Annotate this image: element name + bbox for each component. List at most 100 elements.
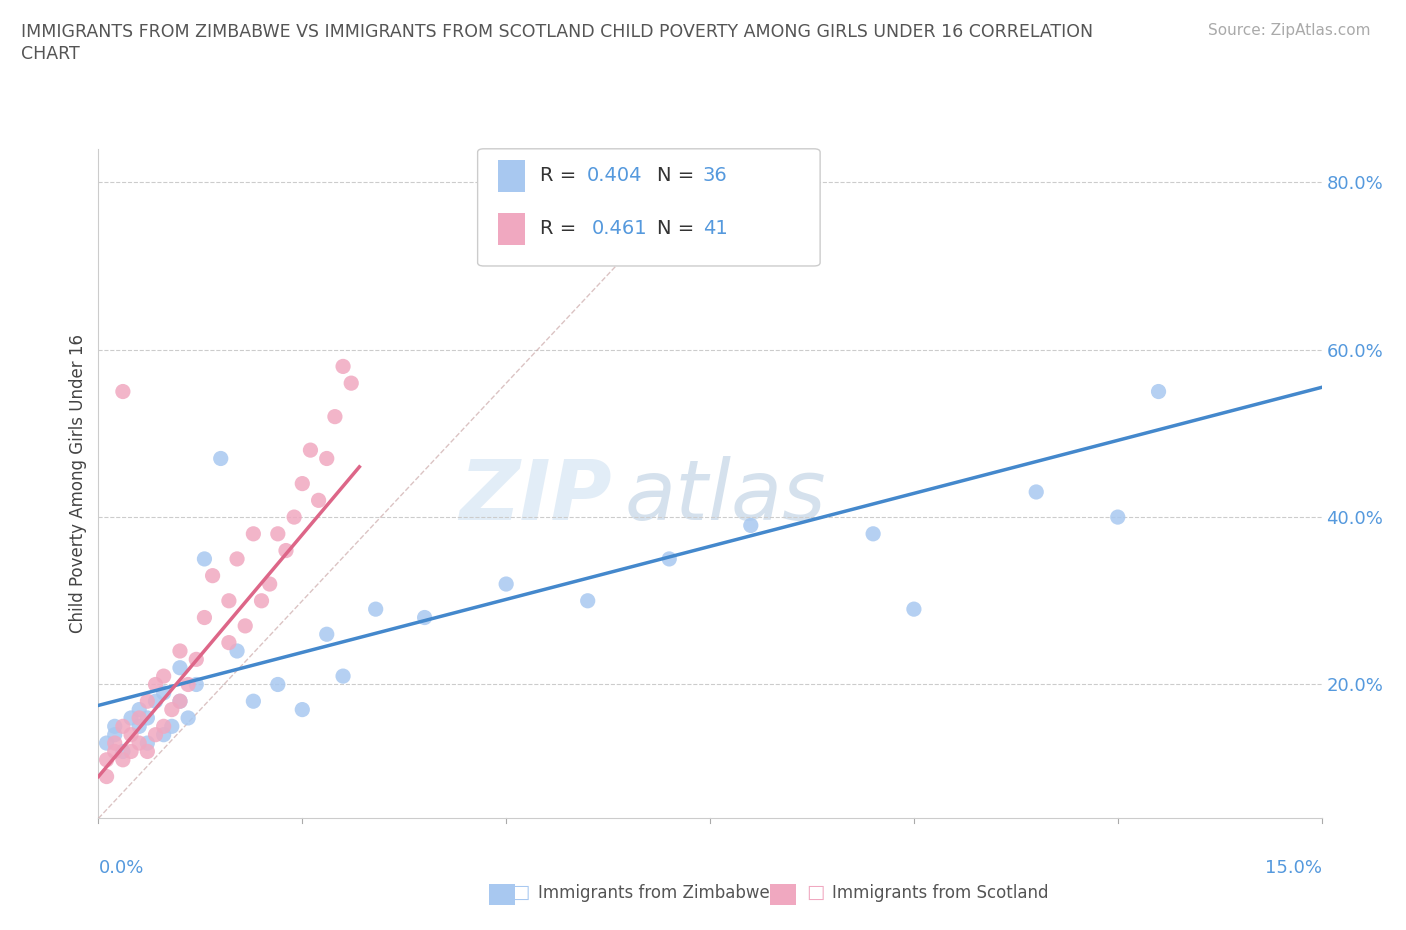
Point — [201, 568, 224, 583]
Text: N =: N = — [658, 219, 702, 237]
Point — [96, 736, 118, 751]
Point — [340, 376, 363, 391]
Point — [283, 510, 305, 525]
Text: □: □ — [806, 884, 825, 902]
Point — [169, 694, 191, 709]
Text: □: □ — [510, 884, 530, 902]
Point — [177, 677, 200, 692]
Text: IMMIGRANTS FROM ZIMBABWE VS IMMIGRANTS FROM SCOTLAND CHILD POVERTY AMONG GIRLS U: IMMIGRANTS FROM ZIMBABWE VS IMMIGRANTS F… — [21, 23, 1094, 41]
Point — [740, 518, 762, 533]
Point — [152, 719, 174, 734]
Point — [226, 644, 249, 658]
Point — [315, 451, 337, 466]
Point — [233, 618, 256, 633]
Y-axis label: Child Poverty Among Girls Under 16: Child Poverty Among Girls Under 16 — [69, 334, 87, 633]
Point — [152, 669, 174, 684]
Text: R =: R = — [540, 219, 589, 237]
Point — [120, 744, 142, 759]
Point — [332, 669, 354, 684]
Point — [160, 719, 183, 734]
Point — [111, 752, 134, 767]
FancyBboxPatch shape — [498, 160, 526, 192]
Text: 41: 41 — [703, 219, 727, 237]
Text: 36: 36 — [703, 166, 727, 184]
Text: R =: R = — [540, 166, 582, 184]
Point — [136, 736, 159, 751]
Text: 15.0%: 15.0% — [1264, 858, 1322, 877]
Point — [111, 719, 134, 734]
Point — [128, 702, 150, 717]
Point — [267, 526, 290, 541]
Point — [242, 526, 264, 541]
Point — [576, 593, 599, 608]
Point — [332, 359, 354, 374]
Point — [145, 694, 167, 709]
Point — [658, 551, 681, 566]
Point — [291, 476, 314, 491]
Point — [160, 702, 183, 717]
Point — [267, 677, 290, 692]
Point — [145, 727, 167, 742]
Point — [308, 493, 330, 508]
Point — [274, 543, 297, 558]
Point — [291, 702, 314, 717]
Point — [1147, 384, 1170, 399]
Point — [218, 593, 240, 608]
Point — [1107, 510, 1129, 525]
Text: Immigrants from Zimbabwe: Immigrants from Zimbabwe — [538, 884, 770, 902]
Point — [145, 677, 167, 692]
Point — [111, 744, 134, 759]
Point — [259, 577, 281, 591]
Text: 0.461: 0.461 — [592, 219, 647, 237]
Text: atlas: atlas — [624, 457, 827, 538]
Text: N =: N = — [658, 166, 702, 184]
Point — [495, 577, 517, 591]
Point — [136, 694, 159, 709]
Point — [111, 384, 134, 399]
Point — [299, 443, 322, 458]
FancyBboxPatch shape — [498, 213, 526, 245]
Point — [104, 744, 127, 759]
Point — [96, 769, 118, 784]
Point — [120, 727, 142, 742]
Point — [186, 677, 208, 692]
Point — [413, 610, 436, 625]
Point — [136, 744, 159, 759]
Point — [169, 694, 191, 709]
Point — [128, 736, 150, 751]
Point — [104, 727, 127, 742]
Point — [226, 551, 249, 566]
Point — [120, 711, 142, 725]
Text: 0.404: 0.404 — [586, 166, 643, 184]
Text: Source: ZipAtlas.com: Source: ZipAtlas.com — [1208, 23, 1371, 38]
Point — [177, 711, 200, 725]
Text: CHART: CHART — [21, 45, 80, 62]
Point — [193, 551, 215, 566]
Point — [128, 711, 150, 725]
Point — [136, 711, 159, 725]
Point — [104, 736, 127, 751]
Point — [242, 694, 264, 709]
Point — [128, 719, 150, 734]
Text: 0.0%: 0.0% — [98, 858, 143, 877]
Point — [903, 602, 925, 617]
Point — [152, 727, 174, 742]
Point — [209, 451, 232, 466]
Point — [1025, 485, 1047, 499]
Text: Immigrants from Scotland: Immigrants from Scotland — [832, 884, 1049, 902]
Point — [186, 652, 208, 667]
Point — [96, 752, 118, 767]
Text: ZIP: ZIP — [460, 457, 612, 538]
Point — [862, 526, 884, 541]
Point — [323, 409, 346, 424]
Point — [218, 635, 240, 650]
Point — [315, 627, 337, 642]
Point — [193, 610, 215, 625]
Point — [364, 602, 387, 617]
Point — [104, 719, 127, 734]
Point — [169, 660, 191, 675]
FancyBboxPatch shape — [478, 149, 820, 266]
Point — [152, 685, 174, 700]
Point — [250, 593, 273, 608]
Point — [169, 644, 191, 658]
